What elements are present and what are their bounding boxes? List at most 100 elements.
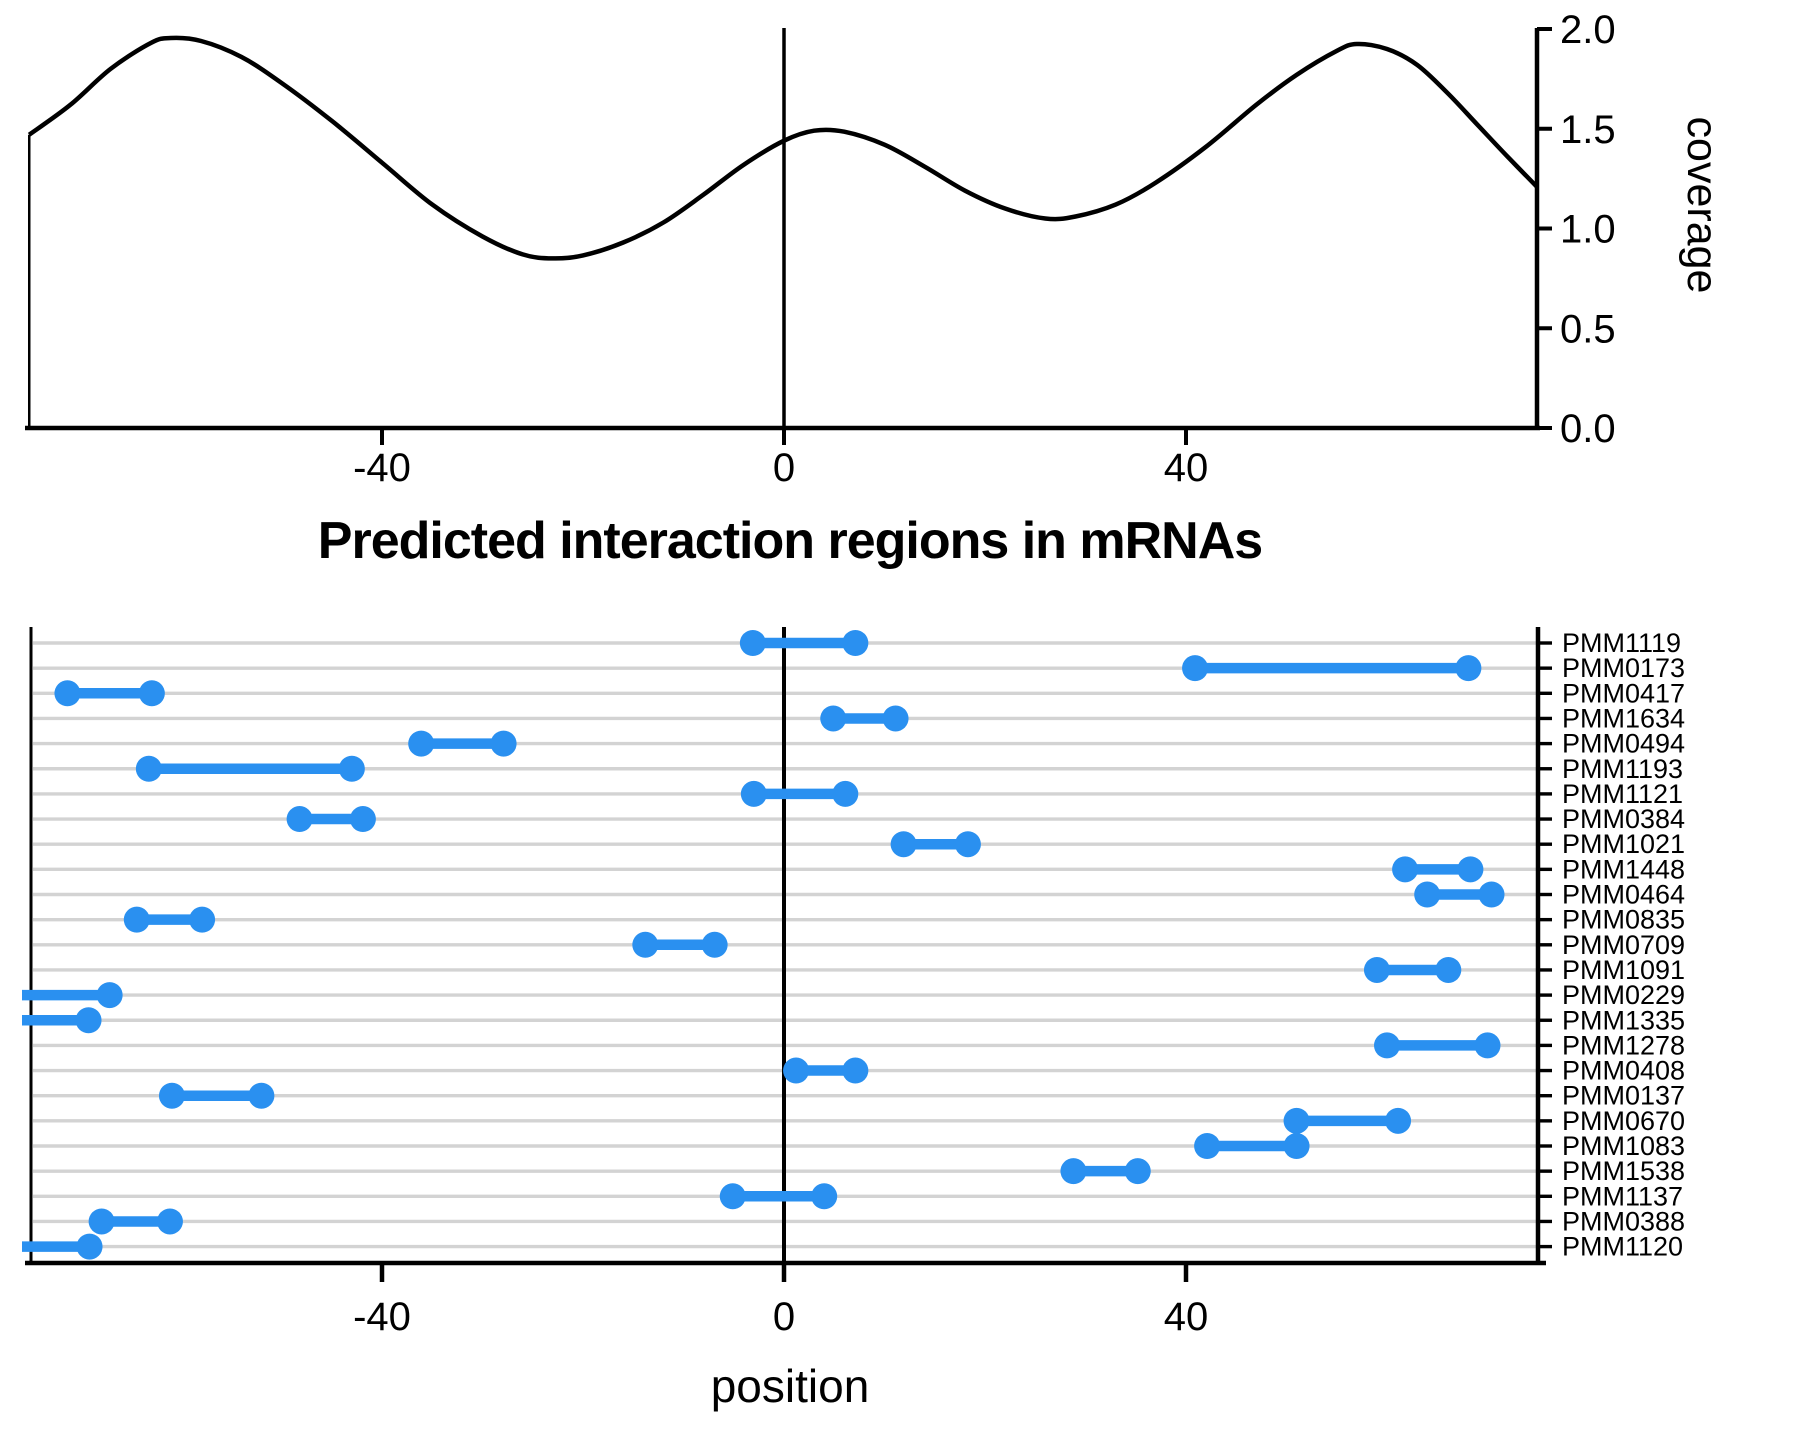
row-label: PMM1083 xyxy=(1562,1131,1685,1161)
interaction-segment xyxy=(1060,1158,1151,1185)
segment-end-cap xyxy=(1283,1133,1310,1159)
interaction-segment xyxy=(408,730,517,757)
interaction-segment xyxy=(820,705,909,732)
interaction-segment xyxy=(890,831,981,858)
segment-start-cap xyxy=(719,1183,746,1210)
segment-start-cap xyxy=(123,906,150,933)
coverage-chart: -40 0 40 0.0 0.5 1.0 1.5 2.0 xyxy=(25,8,1616,490)
interaction-segment xyxy=(783,1057,869,1084)
bottom-x-tick-label: 0 xyxy=(773,1295,795,1339)
top-x-tick-label: -40 xyxy=(353,446,411,490)
segment-end-cap xyxy=(1457,856,1484,883)
segment-start-cap xyxy=(1414,881,1441,908)
segment-end-cap xyxy=(832,780,859,807)
row-label: PMM0229 xyxy=(1562,980,1685,1010)
row-label: PMM0494 xyxy=(1562,729,1685,759)
segment-end-cap xyxy=(75,1007,102,1034)
segment-end-cap xyxy=(248,1082,275,1109)
interaction-segment xyxy=(22,1233,103,1260)
row-label: PMM0408 xyxy=(1562,1056,1685,1086)
segment-end-cap xyxy=(701,931,728,958)
segment-start-cap xyxy=(739,630,766,656)
chart-title: Predicted interaction regions in mRNAs xyxy=(318,512,1262,570)
interaction-segment xyxy=(158,1082,275,1109)
interaction-segment xyxy=(123,906,216,933)
segment-start-cap xyxy=(1182,655,1209,682)
segment-start-cap xyxy=(1283,1107,1310,1134)
row-label: PMM1193 xyxy=(1562,754,1683,784)
segment-start-cap xyxy=(22,1241,24,1252)
segment-end-cap xyxy=(882,705,909,732)
interaction-segment xyxy=(632,931,728,958)
segment-start-cap xyxy=(820,705,847,732)
segment-start-cap xyxy=(22,1014,24,1026)
top-y-tick-label: 2.0 xyxy=(1560,8,1616,52)
row-label: PMM0388 xyxy=(1562,1206,1685,1236)
interaction-segment xyxy=(1363,956,1462,983)
segment-end-cap xyxy=(490,730,517,757)
row-label: PMM1278 xyxy=(1562,1030,1685,1060)
segment-start-cap xyxy=(54,680,81,707)
segment-start-cap xyxy=(88,1208,115,1235)
segment-start-cap xyxy=(632,931,659,958)
top-y-tick-label: 1.0 xyxy=(1560,208,1616,252)
row-label: PMM1121 xyxy=(1562,779,1683,809)
row-label: PMM0709 xyxy=(1562,930,1685,960)
segment-end-cap xyxy=(138,680,165,707)
segment-end-cap xyxy=(1474,1032,1501,1059)
top-y-tick-label: 0.5 xyxy=(1560,307,1616,351)
segment-start-cap xyxy=(158,1082,185,1109)
segment-start-cap xyxy=(1392,856,1419,883)
segment-start-cap xyxy=(740,780,767,807)
row-label: PMM1119 xyxy=(1562,628,1681,658)
row-label: PMM1137 xyxy=(1562,1181,1683,1211)
interaction-segment xyxy=(22,1007,102,1034)
interaction-segment xyxy=(1283,1107,1412,1134)
interaction-segment xyxy=(22,982,123,1009)
interaction-segment xyxy=(719,1183,838,1210)
row-label: PMM1634 xyxy=(1562,703,1685,733)
interaction-regions-chart: -40 0 40 PMM1119PMM0173PMM0417PMM1634PMM049… xyxy=(22,627,1685,1339)
segment-end-cap xyxy=(1385,1107,1412,1134)
row-label: PMM0384 xyxy=(1562,804,1685,834)
segment-end-cap xyxy=(189,906,216,933)
segment-end-cap xyxy=(338,755,365,782)
segment-end-cap xyxy=(1478,881,1505,908)
row-label: PMM1448 xyxy=(1562,854,1685,884)
top-x-tick-label: 0 xyxy=(773,446,795,490)
segment-end-cap xyxy=(1124,1158,1151,1185)
segment-end-cap xyxy=(954,831,981,858)
segment-end-cap xyxy=(156,1208,183,1235)
row-label: PMM0173 xyxy=(1562,653,1685,683)
segment-start-cap xyxy=(1374,1032,1400,1059)
interaction-segment xyxy=(739,630,869,656)
bottom-x-tick-label: 40 xyxy=(1164,1295,1209,1339)
interaction-segment xyxy=(54,680,165,707)
segment-end-cap xyxy=(1435,956,1462,983)
interaction-segment xyxy=(1194,1133,1310,1159)
segment-end-cap xyxy=(842,630,869,656)
coverage-y-axis-label: coverage xyxy=(1678,117,1726,294)
interaction-segment xyxy=(135,755,365,782)
segment-end-cap xyxy=(811,1183,838,1210)
segment-end-cap xyxy=(1455,655,1482,682)
segment-start-cap xyxy=(286,806,313,833)
row-label: PMM0835 xyxy=(1562,905,1685,935)
row-label: PMM1091 xyxy=(1562,955,1685,985)
row-label: PMM1335 xyxy=(1562,1005,1685,1035)
interaction-segment xyxy=(88,1208,183,1235)
bottom-x-tick-label: -40 xyxy=(353,1295,411,1339)
interaction-segment xyxy=(286,806,376,833)
segment-start-cap xyxy=(783,1057,810,1084)
row-label: PMM1021 xyxy=(1562,829,1685,859)
segment-start-cap xyxy=(22,989,24,1001)
coverage-curve xyxy=(27,35,1539,261)
position-x-axis-label: position xyxy=(711,1360,870,1412)
interaction-segment xyxy=(1392,856,1484,883)
row-label: PMM0464 xyxy=(1562,880,1685,910)
interaction-segment xyxy=(1182,655,1482,682)
segment-start-cap xyxy=(1194,1133,1221,1159)
row-label: PMM1120 xyxy=(1562,1232,1683,1262)
row-label: PMM0137 xyxy=(1562,1081,1685,1111)
